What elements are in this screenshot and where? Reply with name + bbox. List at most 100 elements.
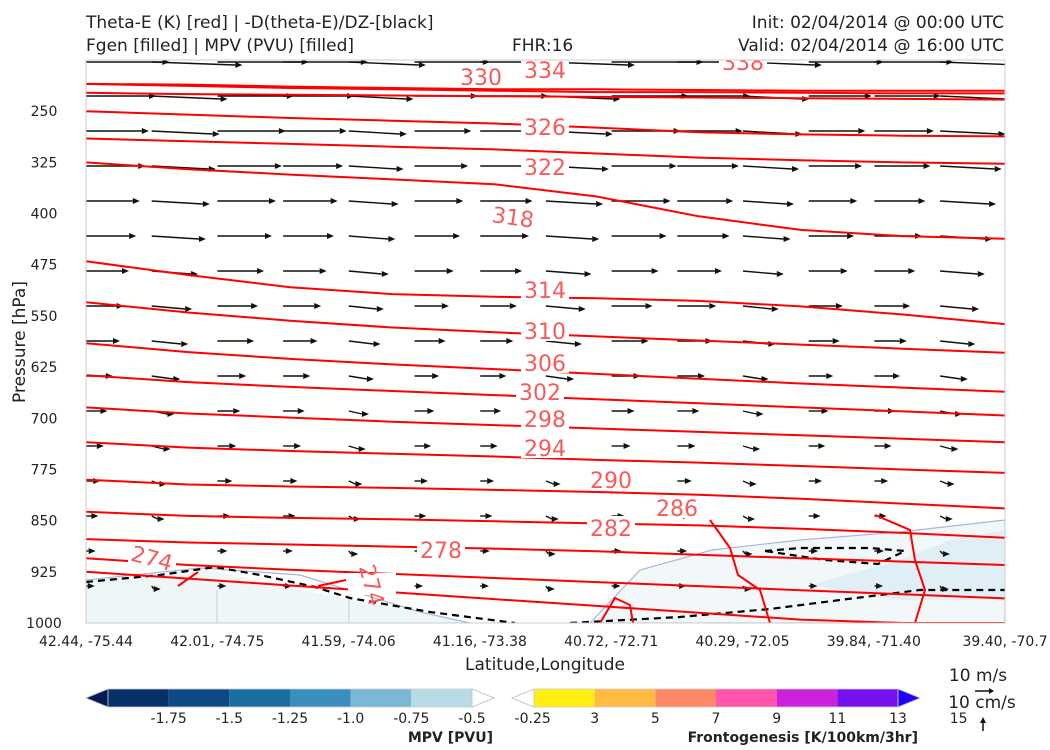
colorbar-tick-label: 3 [590,711,599,727]
wind-vector-head [749,481,757,487]
wind-vector-head [627,408,635,414]
wind-vector [940,130,999,135]
y-tick-label: 325 [31,155,58,171]
colorbar-tick-label: -0.5 [458,711,485,727]
wind-vector [742,550,747,555]
colorbar-tick-label: -1.5 [216,711,243,727]
wind-vector-head [91,513,99,519]
wind-vector [348,200,392,205]
wind-vector [348,410,363,415]
wind-vector-head [926,128,934,134]
wind-vector-head [290,478,298,484]
colorbar-tick-label: -1.75 [151,711,187,727]
theta-e-label: 306 [524,352,566,377]
wind-vector-head [487,478,495,484]
theta-e-contour [86,91,1005,101]
wind-vector-head [574,341,582,347]
wind-vector-head [726,198,734,204]
colorbar-box [108,689,169,707]
wind-vector-head [584,271,592,277]
wind-vector-head [876,548,884,554]
wind-vector [151,130,213,135]
wind-vector [151,95,221,100]
wind-vector-head [351,551,359,557]
wind-vector-head [229,443,237,449]
theta-e-label: 338 [722,51,764,76]
wind-ref-vertical: 10 cm/s [948,693,1016,713]
contour-label-bg [521,115,569,137]
wind-vector-head [499,373,507,379]
wind-vector-head [515,268,523,274]
colorbar-box [776,689,838,707]
wind-vector-head [494,408,502,414]
wind-vector [348,445,359,450]
wind-vector [348,165,397,170]
wind-vector [348,130,400,135]
theta-e-contour [86,510,1005,539]
wind-vector-head [202,201,210,207]
wind-vector-head [893,373,901,379]
wind-vector-head [688,443,696,449]
wind-vector-head [294,443,302,449]
contour-label-bg [417,538,465,560]
wind-vector [742,515,749,520]
wind-vector [742,235,784,240]
wind-vector-head [994,166,1002,172]
wind-vector-head [989,201,997,207]
colorbar-tick-label: 7 [712,711,721,727]
wind-vector-head [233,408,241,414]
colorbar-box [350,689,412,707]
wind-vector-head [336,163,344,169]
wind-vector-head [592,236,600,242]
wind-vector-head [441,303,449,309]
wind-vector-head [855,163,863,169]
contour-label-bg [587,516,635,538]
y-axis: 250 325 400 475 550 625 700 775 850 925 1000 [26,104,62,632]
wind-vector-head [941,586,949,592]
wind-vector-head [613,583,621,589]
wind-vector-head [627,62,635,68]
wind-vector-head [835,303,843,309]
wind-vector-head [810,583,818,589]
colorbar-tick-label: 11 [828,711,846,727]
theta-e-label: 326 [524,116,566,141]
theta-e-label: 294 [524,437,566,462]
contour-label-bg [516,380,564,402]
wind-vector-head [446,268,454,274]
wind-vector [940,340,969,345]
wind-vector-head [373,341,381,347]
wind-vector-head [391,201,399,207]
x-tick-label: 41.59, -74.06 [302,634,396,650]
wind-vector-head [840,268,848,274]
y-tick-label: 475 [31,258,58,274]
wind-vector-head [813,513,821,519]
wind-vector-head [235,62,243,68]
theta-e-label: 290 [590,469,632,494]
wind-vector-head [274,163,282,169]
wind-vector-head [381,271,389,277]
wind-vector-head [884,443,892,449]
wind-vector-head [185,306,193,312]
theta-e-contour [86,557,1005,600]
wind-vector-head [239,373,247,379]
wind-vector-head [388,236,396,242]
wind-vector-head [547,586,555,592]
wind-vector-head [641,338,649,344]
wind-vector [940,165,995,170]
wind-vector-head [811,548,819,554]
wind-vector-head [821,408,829,414]
wind-vector-head [933,93,941,99]
colorbar-outline [533,688,899,708]
wind-vector-head [899,338,907,344]
wind-vector-head [771,306,779,312]
contour-label-bg [521,351,569,373]
wind-vector-head [945,516,953,522]
x-tick-label: 39.40, -70.7 [962,634,1047,650]
wind-vector-head [88,548,96,554]
wind-vector-head [596,201,604,207]
wind-vector-head [100,408,108,414]
colorbar-box [594,689,656,707]
wind-vector [151,200,203,205]
wind-vector [939,375,961,380]
plot-frame [85,59,1006,624]
